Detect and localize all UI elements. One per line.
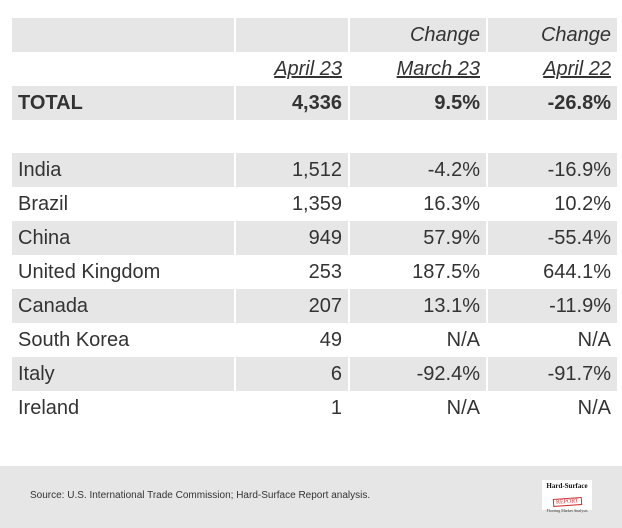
footer: Source: U.S. International Trade Commiss… [0,466,622,528]
table-row: China 949 57.9% -55.4% [12,221,617,255]
cell-value: 1 [330,396,342,419]
table-row: South Korea 49 N/A N/A [12,323,617,357]
cell-country: Canada [12,289,234,323]
cell-change-year: 10.2% [554,192,611,215]
total-change-month: 9.5% [350,86,486,120]
total-label: TOTAL [12,86,234,120]
table-row: Ireland 1 N/A N/A [12,391,617,425]
change-label: Change [488,18,617,52]
cell-value: 207 [236,289,348,323]
cell-country: Brazil [18,192,69,215]
cell-country: Italy [12,357,234,391]
cell-country: India [12,153,234,187]
table-row: Canada 207 13.1% -11.9% [12,289,617,323]
cell-change-month: -92.4% [350,357,486,391]
cell-change-month: 57.9% [350,221,486,255]
cell-change-year: N/A [577,396,611,419]
hard-surface-report-logo: Hard-Surface REPORT Flooring Market Anal… [542,480,592,513]
col-current: April 23 [274,57,342,80]
header-row-change: Change Change [12,18,617,52]
cell-change-month: N/A [446,328,480,351]
total-change-year: -26.8% [488,86,617,120]
spacer-row [12,120,617,153]
cell-change-year: 644.1% [543,260,611,283]
cell-change-year: -55.4% [488,221,617,255]
total-value: 4,336 [236,86,348,120]
table-row: Italy 6 -92.4% -91.7% [12,357,617,391]
table-row: United Kingdom 253 187.5% 644.1% [12,255,617,289]
cell-change-month: 187.5% [412,260,480,283]
total-row: TOTAL 4,336 9.5% -26.8% [12,86,617,120]
cell-value: 253 [308,260,342,283]
cell-change-year: -16.9% [488,153,617,187]
cell-value: 1,359 [291,192,342,215]
import-table: Change Change April 23 March 23 April 22… [10,18,619,425]
cell-change-month: N/A [446,396,480,419]
cell-country: United Kingdom [18,260,161,283]
col-prev-month: March 23 [396,57,480,80]
change-label: Change [350,18,486,52]
cell-change-year: -91.7% [488,357,617,391]
cell-change-month: 13.1% [350,289,486,323]
table-row: Brazil 1,359 16.3% 10.2% [12,187,617,221]
cell-value: 1,512 [236,153,348,187]
cell-change-year: -11.9% [488,289,617,323]
cell-country: South Korea [18,328,130,351]
cell-value: 49 [319,328,342,351]
cell-change-month: -4.2% [350,153,486,187]
cell-country: Ireland [18,396,80,419]
source-note: Source: U.S. International Trade Commiss… [30,490,371,501]
cell-value: 949 [236,221,348,255]
cell-change-month: 16.3% [423,192,480,215]
col-prev-year: April 22 [543,57,611,80]
cell-change-year: N/A [577,328,611,351]
table-row: India 1,512 -4.2% -16.9% [12,153,617,187]
cell-value: 6 [236,357,348,391]
header-row-period: April 23 March 23 April 22 [12,52,617,86]
cell-country: China [12,221,234,255]
